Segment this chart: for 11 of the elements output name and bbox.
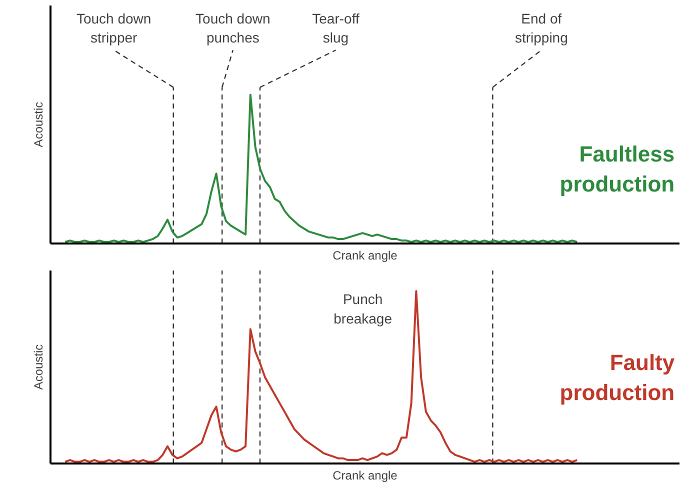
text: Tear-off slug (312, 10, 360, 46)
text: Touch down punches (196, 10, 270, 46)
text: Faulty production (560, 350, 676, 405)
text: Touch down stripper (76, 10, 152, 46)
y-axis-title: Acoustic (32, 344, 46, 390)
annotation: Punch breakage (334, 291, 392, 326)
x-axis-title: Crank angle (332, 468, 398, 482)
x-axis-title: Crank angle (332, 248, 398, 262)
y-axis-title: Acoustic (32, 102, 46, 148)
series-label: Faultless production (560, 142, 675, 197)
text: End of stripping (514, 10, 568, 46)
